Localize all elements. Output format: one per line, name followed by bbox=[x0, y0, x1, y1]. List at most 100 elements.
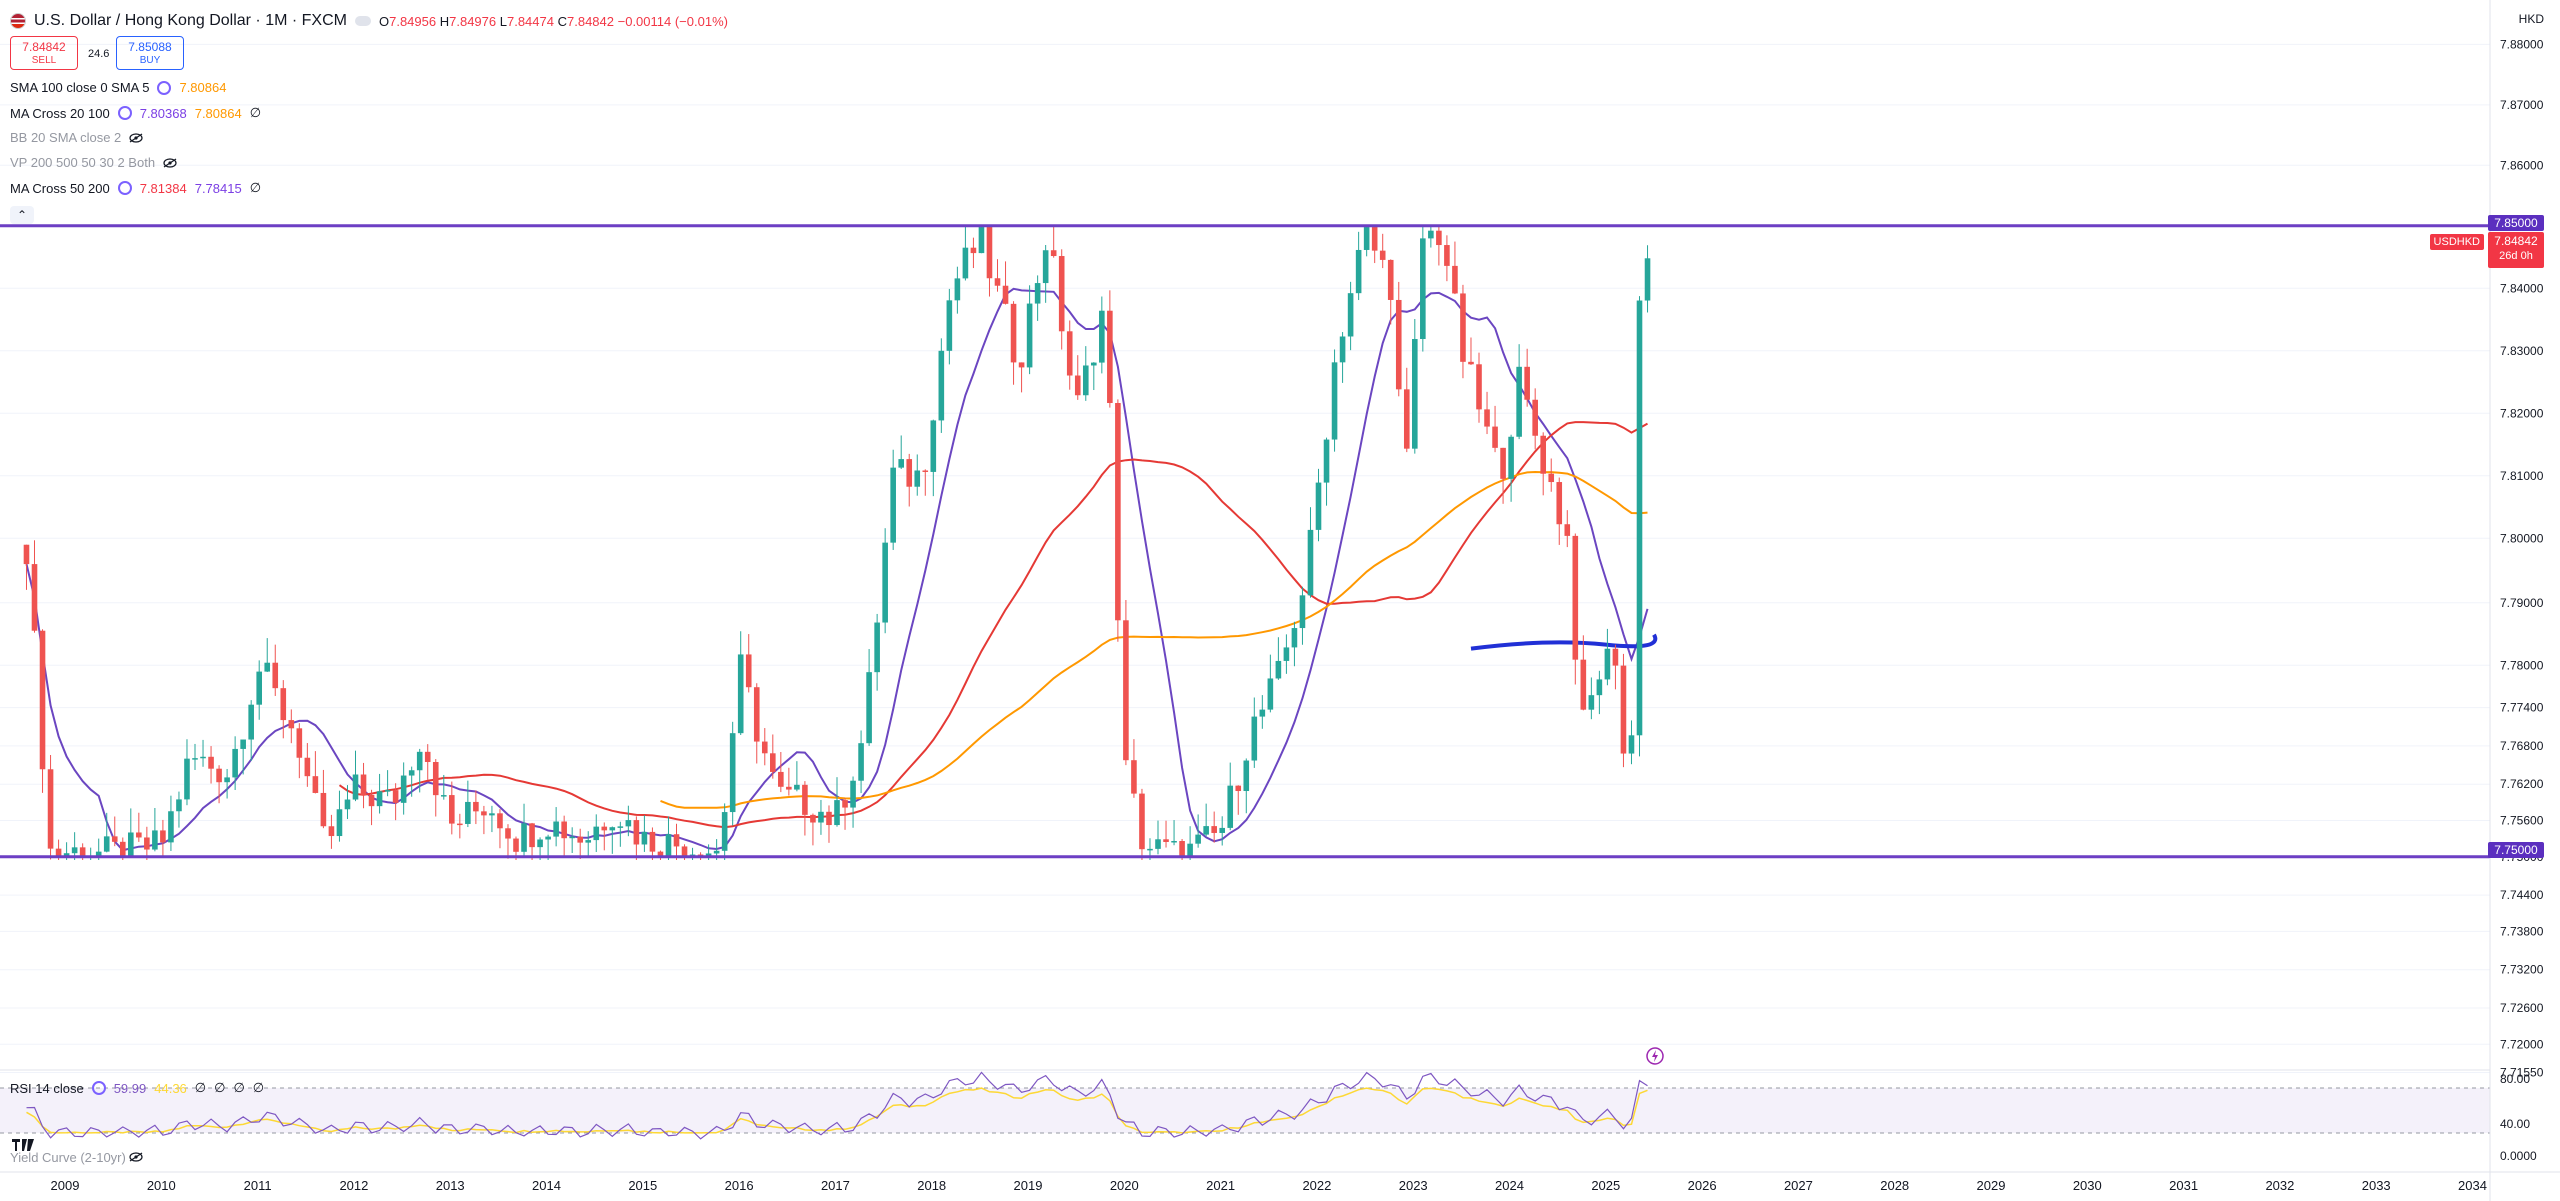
rsi-legend[interactable]: RSI 14 close 59.99 44.36 ∅ ∅ ∅ ∅ bbox=[10, 1080, 264, 1096]
candle bbox=[416, 751, 423, 771]
time-tick-label: 2030 bbox=[2073, 1178, 2102, 1193]
candle bbox=[1251, 716, 1258, 761]
candle bbox=[1243, 760, 1250, 792]
candle bbox=[689, 854, 696, 857]
indicator-value: 7.80864 bbox=[194, 105, 242, 121]
candle bbox=[906, 459, 913, 487]
candle bbox=[1379, 250, 1386, 260]
candle bbox=[264, 662, 271, 672]
collapse-legend-button[interactable]: ⌃ bbox=[10, 206, 34, 224]
candle bbox=[1644, 258, 1651, 301]
candle bbox=[1267, 678, 1274, 710]
indicator-name: VP 200 500 50 30 2 Both bbox=[10, 155, 156, 170]
candle bbox=[1187, 843, 1193, 856]
candle bbox=[1235, 785, 1242, 792]
candle bbox=[352, 774, 359, 800]
candle bbox=[1371, 227, 1378, 251]
buy-button[interactable]: 7.85088 BUY bbox=[116, 36, 184, 70]
candle bbox=[248, 704, 254, 740]
indicator-ma-cross-20-100[interactable]: MA Cross 20 100 7.80368 7.80864 ∅ bbox=[10, 105, 261, 121]
candle bbox=[400, 775, 407, 803]
candle bbox=[1026, 303, 1033, 368]
currency-label[interactable]: HKD bbox=[2518, 12, 2544, 26]
settings-icon[interactable] bbox=[157, 80, 172, 95]
sell-button[interactable]: 7.84842 SELL bbox=[10, 36, 78, 70]
candle bbox=[1428, 230, 1434, 239]
indicator-ma-cross-50-200[interactable]: MA Cross 50 200 7.81384 7.78415 ∅ bbox=[10, 180, 261, 196]
candle bbox=[930, 420, 937, 472]
symbol-header[interactable]: U.S. Dollar / Hong Kong Dollar · 1M · FX… bbox=[10, 12, 728, 30]
candle bbox=[1082, 365, 1089, 396]
indicator-value: 7.80368 bbox=[139, 105, 187, 121]
time-tick-label: 2015 bbox=[628, 1178, 657, 1193]
indicator-sma100[interactable]: SMA 100 close 0 SMA 5 7.80864 bbox=[10, 80, 226, 95]
time-tick-label: 2032 bbox=[2265, 1178, 2294, 1193]
candle bbox=[489, 813, 495, 816]
settings-icon[interactable] bbox=[117, 106, 132, 120]
candle bbox=[457, 823, 463, 826]
more-icon[interactable] bbox=[354, 16, 371, 26]
upper-level-tag: 7.85000 bbox=[2488, 215, 2544, 231]
rsi-value: 59.99 bbox=[113, 1080, 147, 1096]
candle bbox=[1580, 659, 1587, 710]
candle bbox=[1460, 293, 1466, 362]
last-price-tag: 7.84842 26d 0h bbox=[2488, 232, 2544, 268]
indicator-bb[interactable]: BB 20 SMA close 2 bbox=[10, 130, 143, 145]
candle bbox=[1387, 259, 1394, 300]
price-tick-label: 7.73200 bbox=[2500, 963, 2544, 977]
candle bbox=[1436, 230, 1442, 246]
candle bbox=[553, 821, 559, 837]
candle bbox=[160, 830, 166, 843]
candle bbox=[1532, 399, 1538, 436]
time-tick-label: 2018 bbox=[917, 1178, 946, 1193]
candle bbox=[858, 743, 864, 781]
hidden-eye-icon[interactable] bbox=[129, 1152, 144, 1162]
candle bbox=[152, 830, 158, 850]
candle bbox=[1203, 826, 1209, 835]
price-tick-label: 7.86000 bbox=[2500, 158, 2544, 172]
candle bbox=[440, 795, 447, 797]
lightning-icon[interactable] bbox=[1645, 1046, 1665, 1066]
candle bbox=[786, 786, 792, 790]
time-tick-label: 2012 bbox=[339, 1178, 368, 1193]
rsi-extra: ∅ bbox=[214, 1080, 226, 1095]
candle bbox=[1323, 439, 1330, 483]
candle bbox=[970, 247, 977, 254]
candle bbox=[95, 851, 102, 856]
candle bbox=[577, 836, 584, 843]
hidden-eye-icon[interactable] bbox=[163, 157, 177, 168]
candle bbox=[232, 748, 238, 778]
candle bbox=[1564, 524, 1571, 536]
candle bbox=[1058, 256, 1065, 332]
candle bbox=[874, 622, 880, 673]
time-tick-label: 2025 bbox=[1591, 1178, 1620, 1193]
candle bbox=[1091, 362, 1097, 366]
candle bbox=[1412, 339, 1418, 449]
candle bbox=[320, 792, 327, 827]
settings-icon[interactable] bbox=[91, 1081, 106, 1095]
price-tick-label: 7.73800 bbox=[2500, 924, 2544, 938]
candle bbox=[778, 771, 784, 787]
candle bbox=[1115, 403, 1121, 621]
candle bbox=[1492, 426, 1498, 448]
symbol-title[interactable]: U.S. Dollar / Hong Kong Dollar · 1M · FX… bbox=[34, 12, 347, 29]
yield-curve-legend[interactable]: Yield Curve (2-10yr) bbox=[10, 1150, 144, 1165]
candle bbox=[360, 774, 367, 795]
hidden-eye-icon[interactable] bbox=[129, 132, 143, 143]
price-tick-label: 7.76800 bbox=[2500, 739, 2544, 753]
candle bbox=[1195, 834, 1201, 844]
candle bbox=[497, 813, 503, 829]
candle bbox=[144, 837, 150, 850]
rsi-name: RSI 14 close bbox=[10, 1080, 84, 1096]
time-tick-label: 2026 bbox=[1688, 1178, 1717, 1193]
indicator-vp[interactable]: VP 200 500 50 30 2 Both bbox=[10, 155, 177, 170]
settings-icon[interactable] bbox=[117, 181, 132, 195]
rsi-tick-label: 40.00 bbox=[2500, 1117, 2530, 1131]
indicator-name: SMA 100 close 0 SMA 5 bbox=[10, 80, 150, 95]
candle bbox=[537, 839, 543, 848]
candle bbox=[1363, 227, 1370, 250]
time-tick-label: 2016 bbox=[725, 1178, 754, 1193]
candle bbox=[1147, 848, 1153, 851]
candle bbox=[392, 790, 399, 803]
